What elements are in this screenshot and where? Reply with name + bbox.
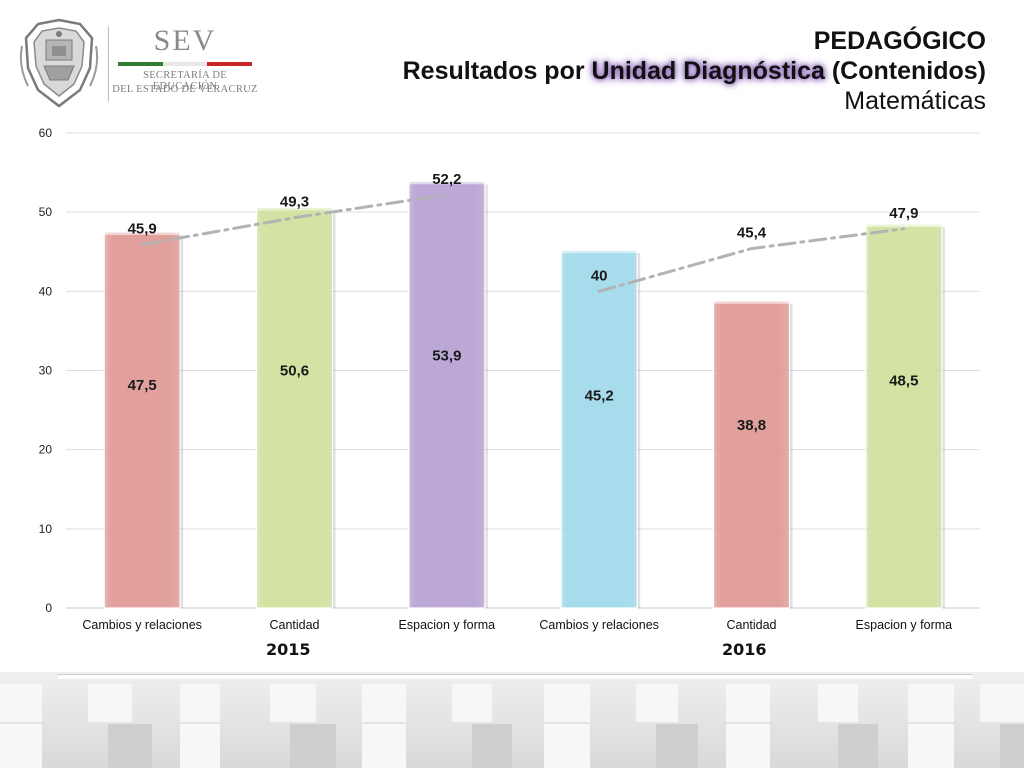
bar-top-highlight: [408, 181, 485, 185]
logo-subtitle-1: SECRETARÍA DE EDUCACIÓN: [143, 70, 227, 92]
footer-tile: [656, 724, 698, 768]
footer-tile: [980, 684, 1024, 722]
footer-tile: [362, 724, 406, 768]
section-title: PEDAGÓGICO: [813, 27, 986, 55]
logo-subtitle-2: DEL ESTADO DE VERACRUZ: [112, 84, 258, 95]
y-tick-label: 30: [39, 364, 53, 378]
y-tick-label: 20: [39, 443, 53, 457]
overlay-value-label: 40: [591, 267, 608, 284]
year-label-2015: 2015: [266, 640, 311, 659]
year-label-2016: 2016: [722, 640, 767, 659]
bar-value-label: 50,6: [280, 363, 309, 380]
y-tick-label: 50: [39, 205, 53, 219]
x-tick-label: Cambios y relaciones: [82, 618, 202, 632]
bar-value-label: 45,2: [585, 387, 614, 404]
flag-red: [207, 62, 253, 66]
footer-tile: [180, 684, 220, 722]
slide-title-part-a: Resultados por: [402, 57, 592, 85]
bar-value-label: 38,8: [737, 417, 766, 434]
overlay-line: [140, 193, 449, 247]
slide-title-block: PEDAGÓGICO Resultados por Unidad Diagnós…: [403, 26, 986, 116]
bar: [408, 180, 486, 609]
slide-title: Resultados por Unidad Diagnóstica (Conte…: [403, 56, 986, 86]
footer-tile: [636, 684, 678, 722]
bar: [560, 249, 638, 609]
sev-logo: SEV SECRETARÍA DE EDUCACIÓN DEL ESTADO D…: [12, 12, 257, 110]
subject-title: Matemáticas: [844, 87, 986, 115]
footer-tile: [818, 684, 858, 722]
y-tick-label: 0: [45, 601, 52, 615]
bar-top-highlight: [865, 224, 942, 228]
footer-tile: [544, 724, 590, 768]
chart-bottom-frame: [58, 674, 972, 679]
footer-tile: [726, 684, 770, 722]
footer-tile: [838, 724, 878, 768]
footer-tile: [180, 724, 220, 768]
bar: [712, 300, 791, 609]
slide-title-highlight: Unidad Diagnóstica: [591, 57, 825, 85]
bar-top-highlight: [104, 231, 181, 235]
bar-top-highlight: [561, 250, 638, 254]
bar: [865, 223, 943, 609]
footer-tile: [908, 724, 954, 768]
logo-divider: [108, 26, 109, 102]
overlay-value-label: 49,3: [280, 194, 309, 211]
veracruz-seal-icon: [19, 18, 99, 108]
flag-green: [118, 62, 163, 66]
bar-top-highlight: [256, 207, 333, 211]
footer-tile: [1000, 724, 1024, 768]
flag-stripe: [118, 62, 253, 66]
logo-sev-text: SEV: [153, 24, 217, 57]
y-tick-label: 40: [39, 284, 53, 298]
flag-white: [162, 62, 208, 66]
bar-value-label: 47,5: [128, 377, 157, 394]
footer-tile: [544, 684, 590, 722]
footer-tile: [452, 684, 492, 722]
overlay-value-label: 45,4: [737, 225, 767, 242]
overlay-value-label: 52,2: [432, 171, 461, 188]
x-tick-label: Cambios y relaciones: [539, 618, 659, 632]
footer-tile: [290, 724, 336, 768]
y-tick-label: 60: [39, 126, 53, 140]
footer-tile: [472, 724, 512, 768]
footer-tile: [0, 724, 42, 768]
slide-title-part-b: (Contenidos): [824, 57, 986, 85]
footer-tile: [270, 684, 316, 722]
overlay-value-label: 45,9: [128, 221, 157, 238]
overlay-line: [597, 227, 906, 293]
x-tick-label: Cantidad: [269, 618, 319, 632]
x-tick-label: Espacion y forma: [399, 618, 496, 632]
x-tick-label: Espacion y forma: [856, 618, 953, 632]
footer-tile: [362, 684, 406, 722]
x-tick-label: Cantidad: [726, 618, 776, 632]
footer-tile: [726, 724, 770, 768]
bar-value-label: 53,9: [432, 348, 461, 365]
bar: [255, 206, 334, 609]
y-tick-label: 10: [39, 522, 53, 536]
bar-value-label: 48,5: [889, 372, 918, 389]
bar-top-highlight: [713, 300, 790, 304]
footer-tile: [88, 684, 132, 722]
footer-tile: [0, 684, 42, 722]
overlay-value-label: 47,9: [889, 205, 918, 222]
footer-tile: [908, 684, 954, 722]
footer-tile: [108, 724, 152, 768]
bar: [103, 231, 181, 609]
